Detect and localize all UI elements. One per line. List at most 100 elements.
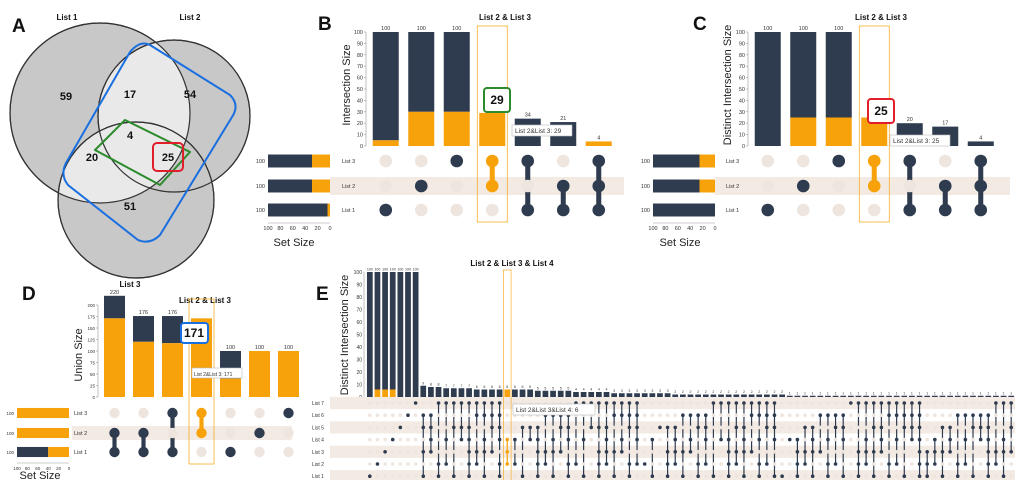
panel-b-dot-6-1 — [592, 179, 606, 193]
panel-c-dot-6-1 — [974, 179, 988, 193]
panel-e-bar-label-67: 1 — [880, 391, 882, 395]
panel-e-bar-67 — [878, 395, 885, 397]
panel-e-dot-33-3 — [619, 437, 624, 442]
panel-e-bar-label-8: 8 — [430, 383, 432, 387]
panel-e-dot-50-3 — [749, 437, 754, 442]
panel-e-dot-38-4 — [658, 450, 662, 454]
panel-e-dot-54-1 — [780, 413, 784, 418]
panel-e-bar-24 — [550, 390, 556, 397]
panel-e-y-tick-label: 60 — [356, 320, 362, 326]
panel-e-row-label: List 1 — [312, 474, 324, 480]
panel-e-dot-82-3 — [994, 437, 998, 442]
panel-e-dot-32-2 — [612, 425, 616, 430]
panel-e-dot-45-4 — [711, 450, 716, 454]
venn-region-2-3: 25 — [162, 152, 174, 164]
panel-e-dot-23-2 — [543, 425, 548, 430]
panel-c-dot-0-1 — [761, 179, 775, 193]
panel-e-dot-1-2 — [375, 425, 380, 430]
panel-e-dot-76-5 — [948, 462, 952, 466]
panel-e-dot-69-2 — [894, 425, 899, 430]
panel-e-dot-69-1 — [894, 413, 899, 418]
panel-e-dot-42-3 — [688, 437, 693, 442]
panel-c-dot-4-2 — [903, 203, 917, 217]
panel-e-dot-60-0 — [826, 401, 830, 405]
panel-e-dot-34-5 — [627, 462, 632, 466]
panel-e-dot-11-6 — [452, 474, 456, 479]
panel-b-dot-1-1 — [414, 179, 428, 193]
panel-e-dot-53-1 — [772, 413, 777, 418]
panel-e-dot-31-1 — [604, 413, 609, 418]
panel-e-dot-23-6 — [543, 474, 548, 479]
panel-e-dot-74-1 — [933, 413, 937, 418]
panel-d-row-label-list-3: List 3 — [74, 411, 87, 417]
panel-e-dot-68-2 — [887, 425, 891, 430]
panel-e-bar-62 — [840, 395, 847, 397]
panel-e-dot-13-6 — [467, 474, 471, 479]
panel-e-dot-8-3 — [429, 437, 433, 442]
panel-e-dot-31-4 — [604, 450, 609, 454]
panel-e-bar-83 — [1000, 395, 1007, 397]
panel-b-y-tick-label: 40 — [357, 98, 363, 104]
panel-d-dot-3-1 — [196, 427, 207, 439]
panel-e-dot-35-1 — [635, 413, 639, 418]
panel-e-dot-1-4 — [375, 450, 380, 454]
panel-e-dot-1-5 — [375, 462, 380, 466]
panel-e-dot-48-6 — [734, 474, 739, 479]
panel-b-set-bar-2 — [268, 203, 328, 217]
panel-e-dot-55-3 — [787, 437, 792, 442]
panel-e-dot-43-6 — [696, 474, 700, 479]
panel-e-bar-label-10: 7 — [445, 384, 447, 388]
panel-e-bar-16 — [489, 389, 495, 397]
panel-e-bar-13 — [466, 388, 472, 397]
panel-e-bar-label-46: 2 — [720, 390, 722, 394]
panel-e-dot-70-0 — [902, 401, 907, 405]
panel-e-dot-3-2 — [390, 425, 395, 430]
panel-e-bar-label-1: 100 — [374, 268, 380, 272]
panel-d-set-tick-label: 20 — [56, 466, 62, 471]
panel-e-dot-52-5 — [765, 462, 769, 466]
panel-e-dot-5-2 — [406, 425, 410, 430]
panel-c-dot-4-1 — [903, 179, 917, 193]
panel-e-row-band — [330, 396, 1015, 410]
panel-e-dot-34-2 — [627, 425, 632, 430]
panel-d-bar-2 — [162, 316, 183, 344]
panel-d-row-band — [72, 426, 292, 440]
panel-b-dot-0-1 — [379, 179, 393, 193]
panel-c-set-tick-label: 40 — [687, 226, 693, 232]
venn-set-label-list-1: List 1 — [57, 13, 78, 22]
panel-e-bar-label-78: 1 — [964, 391, 966, 395]
panel-c-set-bar-highlight-0 — [699, 154, 715, 168]
panel-e-dot-6-4 — [413, 450, 418, 454]
panel-e-dot-75-6 — [940, 474, 945, 479]
panel-e-dot-3-6 — [390, 474, 395, 479]
panel-e-bar-12 — [458, 388, 465, 397]
panel-e-dot-48-0 — [734, 401, 739, 405]
panel-e-bar-3 — [389, 272, 396, 390]
panel-b-set-bar-highlight-1 — [312, 179, 330, 193]
panel-e-bar-77 — [954, 395, 961, 397]
panel-e-bar-38 — [657, 393, 663, 397]
panel-e-dot-59-2 — [818, 425, 823, 430]
panel-e-dot-0-6 — [368, 474, 372, 479]
panel-e-dot-83-0 — [1001, 401, 1006, 405]
panel-e-dot-42-4 — [688, 450, 693, 454]
panel-e-dot-15-6 — [482, 474, 487, 479]
panel-e-bar-label-14: 6 — [476, 385, 478, 389]
panel-e-bar-highlight-1 — [374, 389, 381, 397]
panel-e-dot-42-5 — [688, 462, 693, 466]
panel-e-bar-32 — [611, 393, 618, 397]
panel-c-dot-1-0 — [796, 154, 810, 168]
panel-e-dot-66-4 — [871, 450, 876, 454]
panel-e-bar-31 — [603, 392, 610, 397]
panel-e-dot-74-2 — [933, 425, 937, 430]
panel-e-dot-75-4 — [940, 450, 945, 454]
panel-e-dot-49-4 — [742, 450, 746, 454]
panel-d-set-tick-label: 40 — [46, 466, 52, 471]
panel-e-dot-64-1 — [856, 413, 861, 418]
panel-e-dot-13-3 — [467, 437, 471, 442]
panel-d-dot-0-0 — [109, 407, 120, 419]
panel-e-bar-label-76: 1 — [949, 391, 951, 395]
panel-e-bar-39 — [664, 393, 671, 397]
panel-e-title: List 2 & List 3 & List 4 — [470, 259, 554, 268]
panel-e-bar-label-6: 100 — [413, 268, 419, 272]
